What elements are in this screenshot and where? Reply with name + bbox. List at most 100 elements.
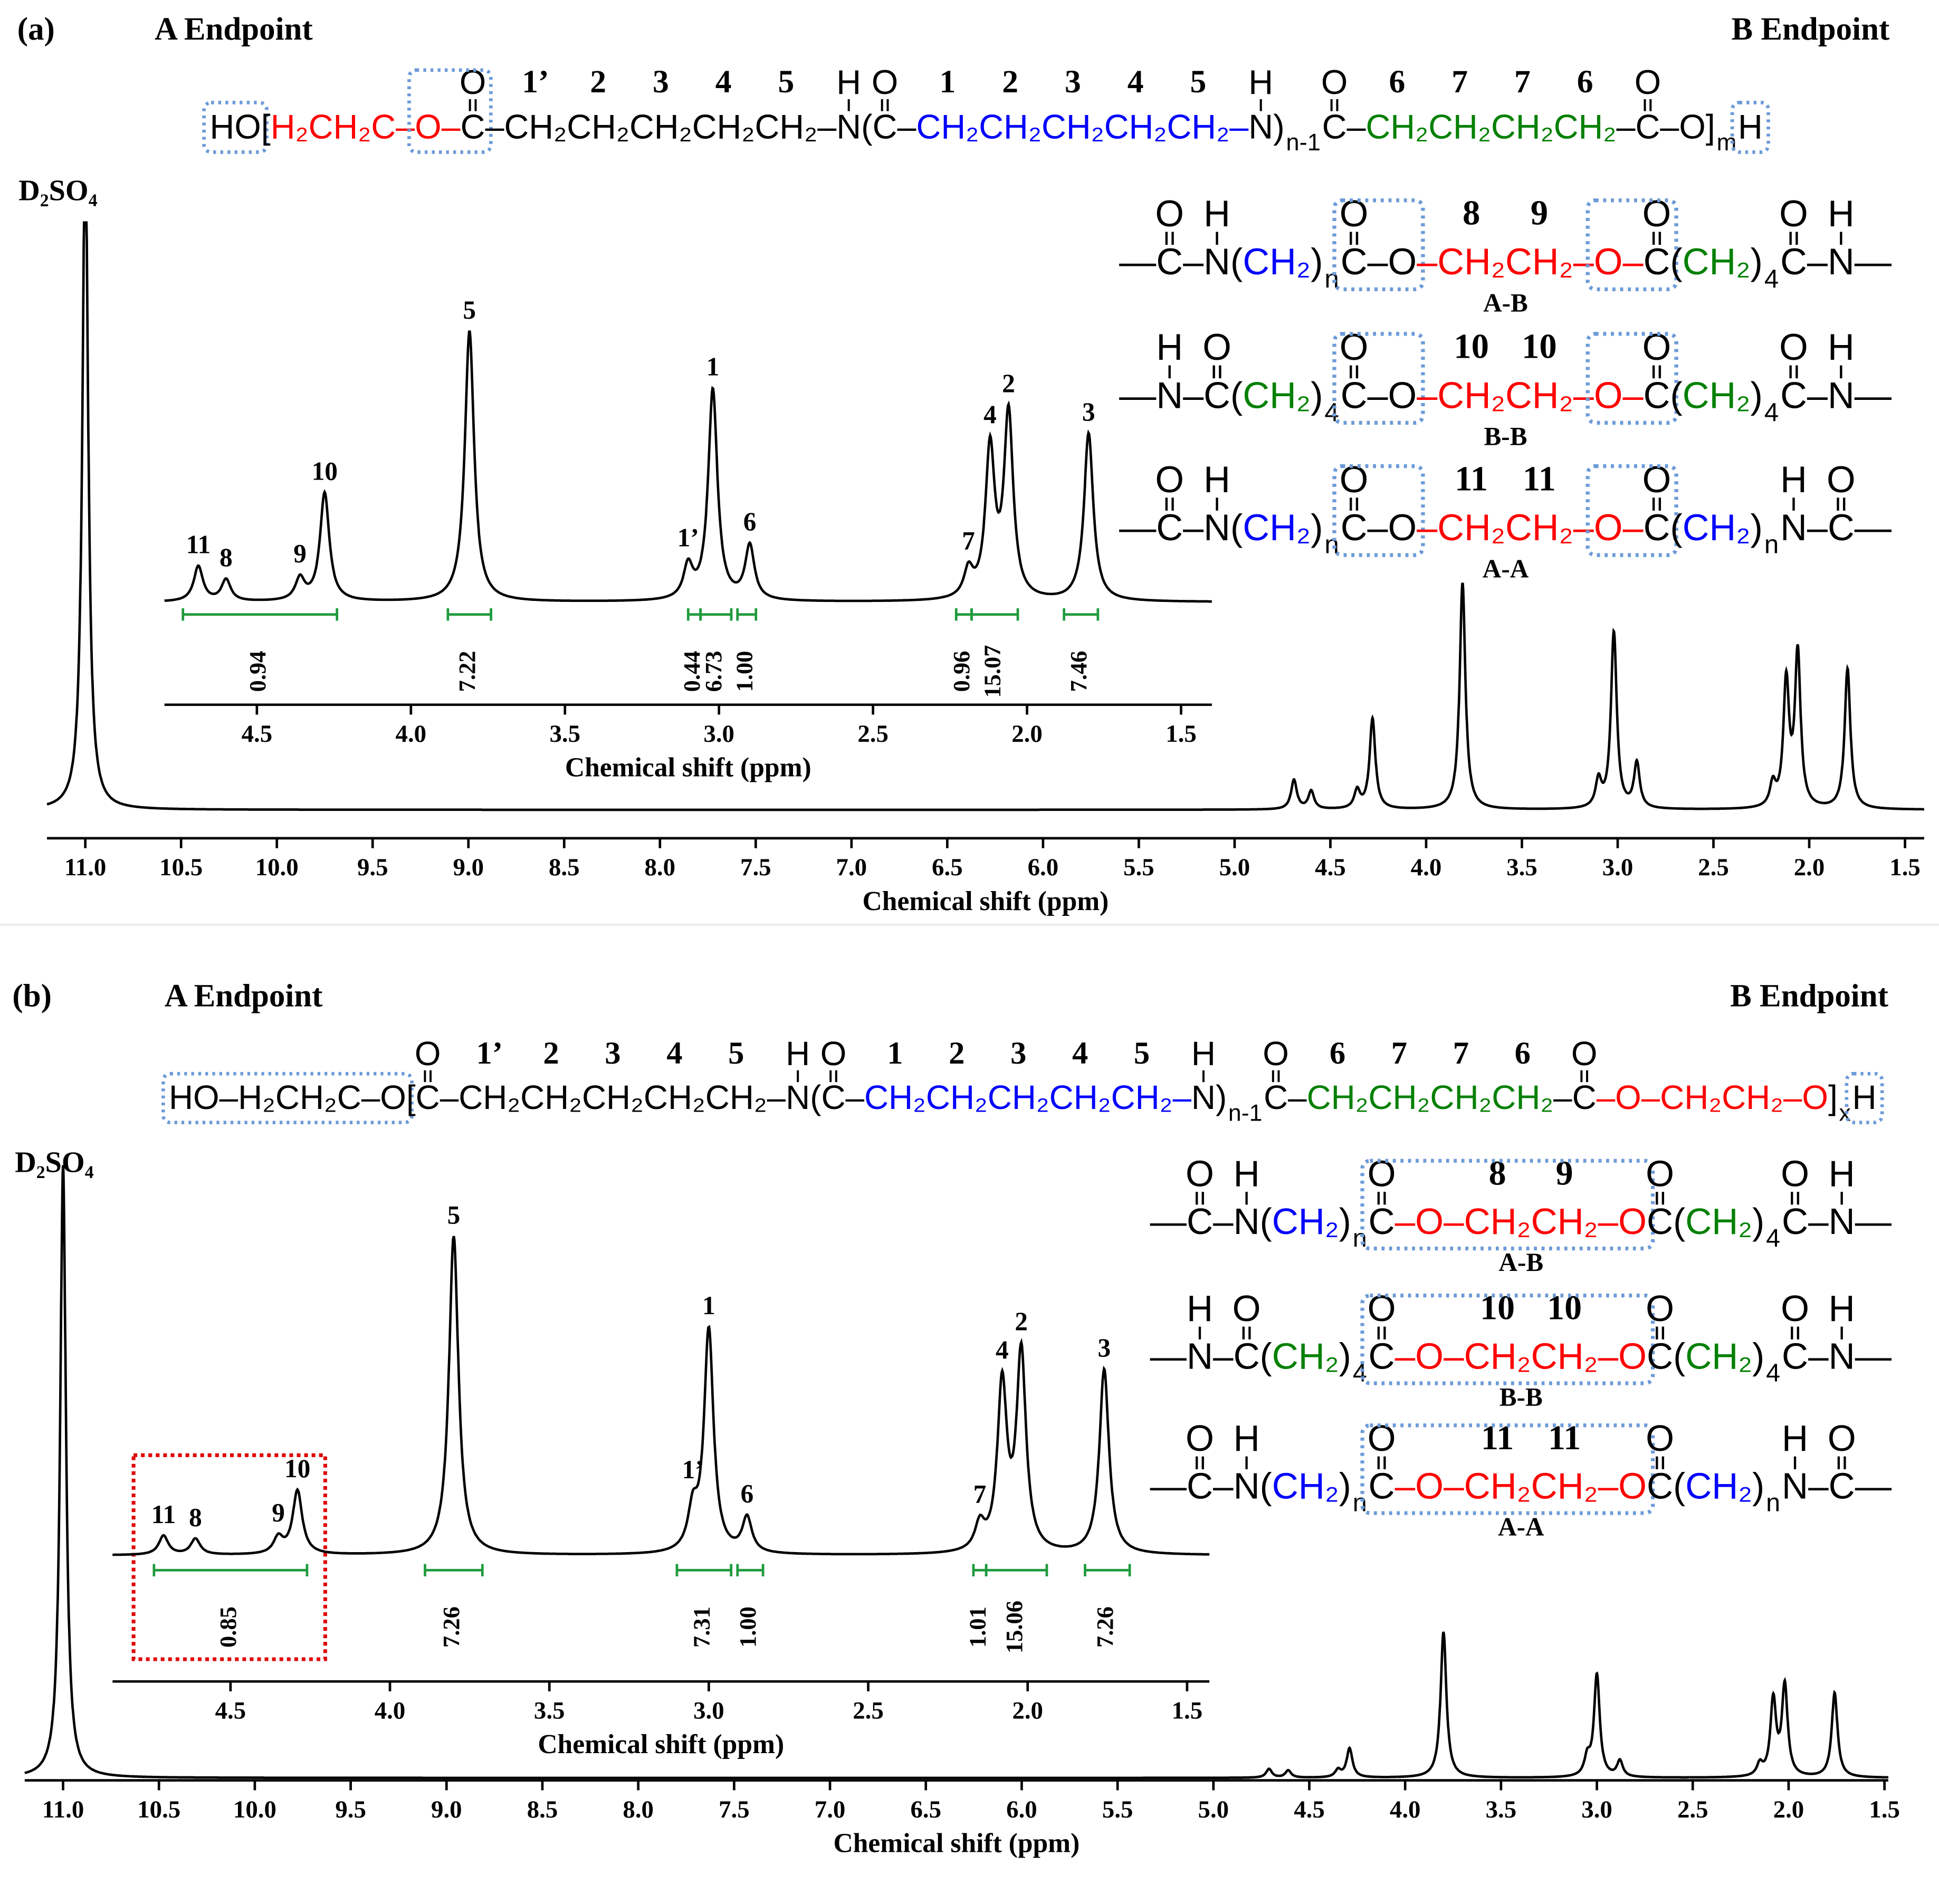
x-tick-label: 3.5 [549,720,580,748]
subscript: n [1353,1224,1367,1252]
x-tick-label: 9.0 [453,854,484,881]
endpoint-label: A Endpoint [155,12,313,47]
x-tick-label: 7.0 [836,854,867,881]
x-tick-label: 7.0 [815,1796,846,1823]
formula-text: N [1203,241,1230,282]
formula-text: CH₂ [504,107,567,146]
formula-text: HO–H₂CH₂C–O [169,1078,406,1116]
formula-text: C [1264,1078,1288,1116]
formula-text: ) [1216,1078,1227,1116]
group-box [161,1071,414,1124]
integral-label: 7.26 [438,1606,464,1648]
peak-label: 11 [151,1500,176,1529]
linkage-name: A-A [1483,554,1529,583]
formula-text: CH₂ [1683,506,1751,548]
formula-text: C [1644,241,1670,282]
formula-text: CH₂ [1685,1335,1752,1376]
formula-text: CH₂ [567,107,629,146]
formula-text: CH₂ [1049,1078,1111,1116]
formula-text: CH₂ [864,1078,926,1116]
formula-text: CH₂ [1111,1078,1173,1116]
x-tick-label: 4.5 [1315,854,1346,881]
peak-label: 4 [996,1335,1009,1364]
linkage-name: B-B [1499,1383,1543,1412]
integral-label: 0.85 [215,1606,241,1648]
x-axis-label: Chemical shift (ppm) [565,753,811,783]
atom-number: 6 [1330,1036,1345,1071]
formula-text: – [1616,107,1635,146]
formula-text: N [1828,241,1855,282]
formula-text: CH₂ [1369,1078,1430,1116]
formula-text: CH₂ [1307,1078,1369,1116]
spectrum-peak [1822,664,1924,811]
formula-text: N [1187,1335,1213,1376]
formula-text: C [1156,506,1183,548]
integral-bar [699,608,733,621]
spectrum-peak [311,489,397,601]
spectrum-peak [1515,1736,1593,1779]
formula-text: ] [1706,107,1715,146]
atom-number: 3 [653,64,669,100]
x-axis-label: Chemical shift (ppm) [863,886,1109,916]
formula-text: ( [1260,1465,1272,1506]
spectrum-peak [573,1465,702,1555]
formula-text: C [1647,1335,1673,1376]
formula-text: N [1780,506,1807,548]
formula-text: – [846,1078,865,1116]
spectrum-peak [699,1325,729,1534]
formula-text: – [1183,241,1204,282]
formula-atom: O [1155,193,1184,234]
spectrum-peak [1791,644,1823,805]
formula-text: ( [861,107,873,146]
formula-text: CH₂ [1428,107,1491,146]
formula-text: CH₂ [1505,241,1573,282]
formula-text: –O [1598,1465,1647,1506]
spectrum-peak [397,330,579,602]
spectrum-peak [1530,772,1608,810]
formula-text: – [1573,506,1594,548]
formula-atom: O [1646,1153,1674,1194]
formula-text: N [1191,1078,1216,1116]
subscript: 4 [1353,1359,1367,1388]
x-tick-label: 2.5 [1698,854,1729,881]
x-tick-label: 6.0 [1028,854,1059,881]
formula-atom: O [1186,1153,1214,1194]
integral-label: 0.44 [679,651,705,692]
formula-text: N [786,1078,810,1116]
formula-text: CH₂ [1272,1201,1339,1242]
formula-text: CH₂ [1683,241,1751,282]
atom-number: 1 [887,1036,903,1071]
formula-text: CH₂ [916,107,979,146]
formula-atom: O [820,1035,847,1073]
formula-text: CH₂ [1531,1465,1598,1506]
atom-number: 2 [1002,64,1018,100]
formula-atom: H [1191,1035,1216,1073]
peak-label: 1’ [682,1455,704,1484]
atom-number: 2 [543,1036,559,1071]
formula-text: C [1203,374,1230,416]
integral-bar [675,1564,733,1576]
formula-text: – [485,107,504,146]
subscript: n-1 [1228,1100,1263,1126]
x-tick-label: 4.5 [215,1697,246,1724]
subscript: n [1766,1489,1780,1517]
formula-text: HO [210,107,261,146]
x-tick-label: 3.5 [534,1697,565,1724]
formula-text: – [767,1078,786,1116]
x-tick-label: 10.0 [233,1796,276,1823]
formula-atom: O [1646,1288,1674,1329]
x-tick-label: 6.0 [1006,1796,1037,1823]
formula-text: ) [1751,374,1763,416]
formula-text: N [1234,1465,1260,1506]
atom-number: 3 [605,1036,620,1071]
x-tick-label: 2.5 [1677,1796,1708,1823]
formula-text: –O–CH₂CH₂–O [1597,1078,1828,1116]
spectrum-peak [1607,1757,1690,1779]
formula-text: ) [1751,506,1763,548]
atom-number: 1 [940,64,956,100]
formula-text: C [821,1078,845,1116]
formula-atom: O [1155,458,1184,500]
integral-bar [736,608,758,621]
x-tick-label: 9.5 [357,854,388,881]
